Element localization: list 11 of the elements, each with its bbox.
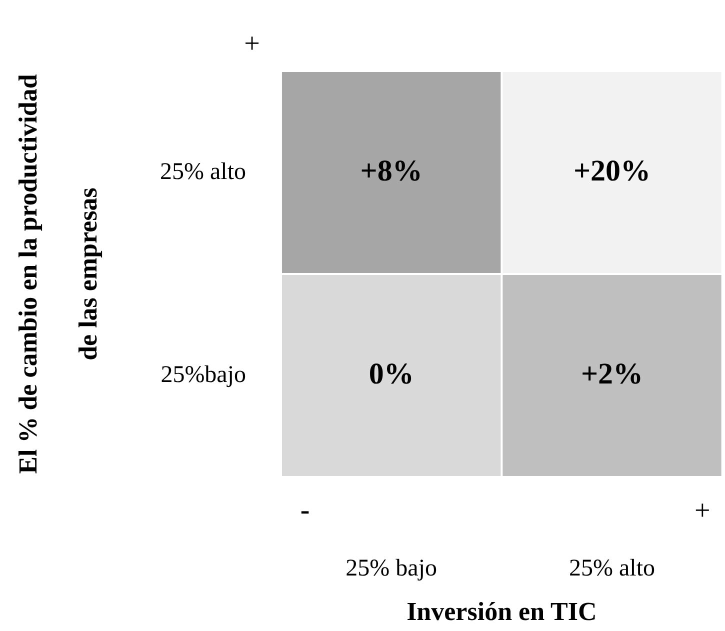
text: -: [300, 495, 310, 526]
data-label: +20%: [573, 154, 651, 188]
x-tick-label: 25% bajo: [346, 556, 437, 582]
data-label: 0%: [368, 357, 414, 390]
y-tick-label: 25%bajo: [160, 362, 246, 388]
data-label: +2%: [580, 357, 644, 390]
data-label: +8%: [360, 154, 422, 188]
x-axis-title: Inversión en TIC: [406, 597, 597, 626]
y-axis-title: El % de cambio en la productividad de las empresas: [14, 74, 102, 474]
text: +: [694, 495, 710, 526]
text: +: [244, 28, 260, 60]
